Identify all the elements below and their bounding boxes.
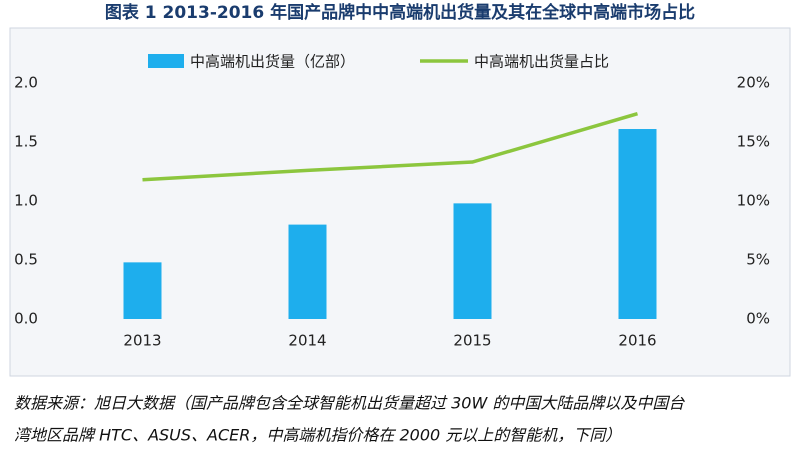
bar — [288, 224, 327, 319]
x-tick-label: 2016 — [618, 332, 656, 350]
y2-tick-label: 15% — [737, 133, 770, 151]
x-tick-label: 2014 — [288, 332, 326, 350]
bar — [453, 203, 492, 319]
legend-label: 中高端机出货量占比 — [474, 53, 609, 71]
y-tick-label: 0.0 — [14, 310, 38, 328]
x-tick-label: 2013 — [123, 332, 161, 350]
y-tick-label: 1.5 — [14, 133, 38, 151]
line — [142, 112, 638, 182]
y-tick-label: 1.0 — [14, 192, 38, 210]
chart-title: 图表 1 2013-2016 年国产品牌中中高端机出货量及其在全球中高端市场占比 — [105, 2, 695, 23]
y2-tick-label: 0% — [746, 310, 770, 328]
y2-tick-label: 5% — [746, 251, 770, 269]
legend-label: 中高端机出货量（亿部） — [190, 53, 355, 71]
x-tick-label: 2015 — [453, 332, 491, 350]
bar — [618, 129, 657, 319]
legend-swatch — [148, 54, 184, 68]
y-tick-label: 0.5 — [14, 251, 38, 269]
source-note: 数据来源：旭日大数据（国产品牌包含全球智能机出货量超过 30W 的中国大陆品牌以… — [14, 394, 685, 413]
y-tick-label: 2.0 — [14, 74, 38, 92]
chart-area — [9, 27, 791, 377]
source-note: 湾地区品牌 HTC、ASUS、ACER，中高端机指价格在 2000 元以上的智能… — [14, 426, 621, 445]
y2-tick-label: 10% — [737, 192, 770, 210]
bar — [123, 262, 162, 319]
y2-tick-label: 20% — [737, 74, 770, 92]
